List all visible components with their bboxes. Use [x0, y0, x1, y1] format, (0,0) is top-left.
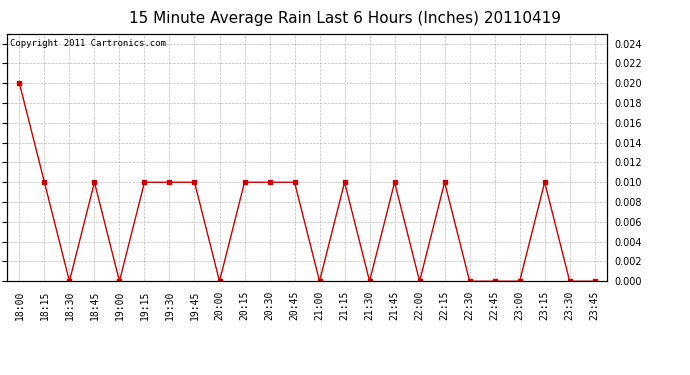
Text: Copyright 2011 Cartronics.com: Copyright 2011 Cartronics.com [10, 39, 166, 48]
Text: 15 Minute Average Rain Last 6 Hours (Inches) 20110419: 15 Minute Average Rain Last 6 Hours (Inc… [129, 11, 561, 26]
